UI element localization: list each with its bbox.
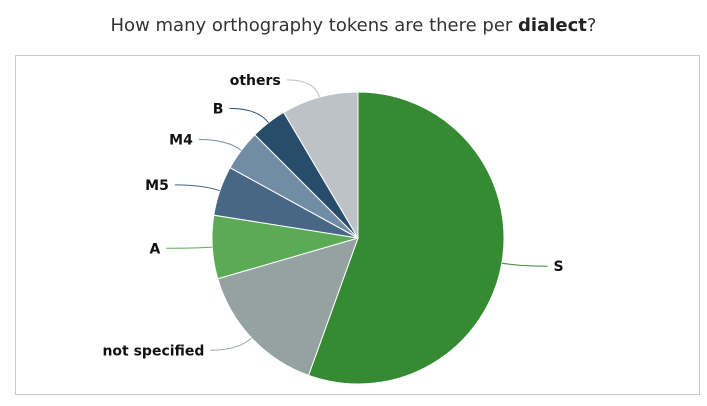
slice-label-b: B [213,101,224,117]
slice-label-others: others [230,73,281,89]
chart-title-prefix: How many orthography tokens are there pe… [110,15,519,36]
leader-line-b [229,107,269,123]
leader-line-a [166,246,213,249]
pie-slices [211,91,505,385]
slice-label-a: A [149,241,160,257]
pie-slice-s [307,91,505,385]
slice-label-not-specified: not specified [102,343,204,359]
pie-slice-others [282,91,359,240]
slice-label-s: S [554,259,564,275]
leader-line-m5 [174,184,221,192]
leader-line-m4 [198,139,242,151]
chart-title: How many orthography tokens are there pe… [0,15,707,36]
chart-title-emphasis: dialect [518,15,587,36]
leader-line-not-specified [210,337,252,351]
slice-label-m4: M4 [169,133,193,149]
chart-title-suffix: ? [586,15,597,36]
leader-lines [166,79,548,351]
slice-label-m5: M5 [145,178,169,194]
leader-line-s [501,262,548,267]
leader-line-others [286,79,320,98]
